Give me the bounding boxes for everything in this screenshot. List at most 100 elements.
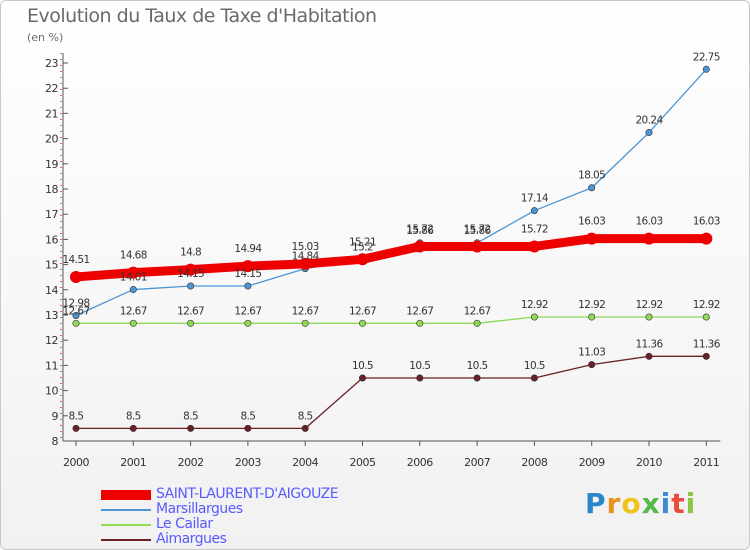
- series-le-cailar-point: [244, 319, 252, 327]
- y-tick-label: 11: [45, 359, 58, 372]
- series-aimargues-data-label: 8.5: [183, 410, 198, 422]
- series-marsillargues-data-label: 15.86: [406, 225, 434, 237]
- series-aimargues-point: [129, 424, 137, 432]
- legend-label: SAINT-LAURENT-D'AIGOUZE: [156, 486, 339, 502]
- series-saint-laurent-point: [700, 232, 713, 245]
- brand-letter: i: [685, 487, 697, 520]
- y-tick-label: 8: [52, 435, 59, 448]
- chart-title: Evolution du Taux de Taxe d'Habitation: [27, 5, 377, 27]
- series-le-cailar-data-label: 12.67: [177, 305, 204, 317]
- series-saint-laurent-point: [471, 240, 484, 253]
- series-saint-laurent-data-label: 16.03: [578, 216, 605, 228]
- series-marsillargues-point: [530, 207, 538, 215]
- series-le-cailar-line: [75, 316, 707, 324]
- series-aimargues-point: [416, 374, 424, 382]
- series-le-cailar-point: [416, 319, 424, 327]
- x-tick-label: 2010: [636, 456, 662, 469]
- y-tick-label: 13: [45, 309, 58, 322]
- series-le-cailar-point: [72, 319, 80, 327]
- series-saint-laurent-data-label: 15.03: [292, 241, 319, 253]
- series-saint-laurent-point: [241, 260, 254, 273]
- x-tick-label: 2002: [178, 456, 204, 469]
- brand-letter: P: [585, 487, 607, 520]
- brand-letter: t: [671, 487, 686, 520]
- series-saint-laurent-point: [356, 253, 369, 266]
- series-le-cailar-data-label: 12.92: [521, 299, 548, 311]
- series-marsillargues-data-label: 20.24: [635, 115, 663, 127]
- y-tick-label: 14: [45, 284, 58, 297]
- series-saint-laurent-point: [528, 240, 541, 253]
- x-tick-label: 2008: [521, 456, 547, 469]
- series-le-cailar-data-label: 12.67: [464, 305, 491, 317]
- series-marsillargues-data-label: 14.84: [292, 251, 320, 263]
- y-tick-label: 17: [45, 208, 58, 221]
- x-tick-label: 2006: [407, 456, 433, 469]
- legend-label: Le Cailar: [156, 516, 213, 532]
- series-aimargues-point: [358, 374, 366, 382]
- y-tick-label: 10: [45, 385, 58, 398]
- y-tick-label: 20: [45, 133, 58, 146]
- series-marsillargues-point: [72, 312, 80, 320]
- series-aimargues-point: [72, 424, 80, 432]
- series-le-cailar-point: [187, 319, 195, 327]
- series-saint-laurent-data-label: 16.03: [635, 216, 662, 228]
- legend-swatch: [101, 539, 151, 541]
- y-tick-label: 21: [45, 107, 58, 120]
- series-saint-laurent-point: [127, 266, 140, 279]
- series-aimargues-data-label: 11.36: [693, 338, 721, 350]
- series-saint-laurent-data-label: 16.03: [693, 216, 720, 228]
- series-marsillargues-point: [244, 282, 252, 290]
- x-tick-label: 2001: [120, 456, 146, 469]
- series-saint-laurent-point: [413, 240, 426, 253]
- brand-letter: x: [641, 487, 661, 520]
- series-le-cailar-point: [129, 319, 137, 327]
- series-aimargues-data-label: 11.36: [635, 338, 663, 350]
- series-marsillargues-point: [187, 282, 195, 290]
- series-le-cailar-data-label: 12.92: [693, 299, 720, 311]
- series-aimargues-data-label: 10.5: [352, 360, 373, 372]
- series-aimargues-data-label: 10.5: [524, 360, 545, 372]
- series-saint-laurent-data-label: 14.94: [234, 243, 262, 255]
- series-marsillargues-data-label: 14.01: [120, 272, 147, 284]
- series-le-cailar-point: [702, 313, 710, 321]
- series-marsillargues-data-label: 14.15: [234, 268, 261, 280]
- series-aimargues-data-label: 11.03: [578, 347, 605, 359]
- brand-letter: i: [660, 487, 672, 520]
- series-saint-laurent-line: [71, 234, 711, 282]
- legend-label: Aimargues: [156, 531, 227, 547]
- y-tick-label: 9: [52, 410, 59, 423]
- series-saint-laurent-data-label: 14.8: [180, 247, 201, 259]
- series-le-cailar-data-label: 12.67: [406, 305, 433, 317]
- x-tick-label: 2003: [235, 456, 261, 469]
- y-tick-label: 18: [45, 183, 58, 196]
- series-aimargues-data-label: 10.5: [467, 360, 488, 372]
- series-le-cailar-data-label: 12.67: [292, 305, 319, 317]
- series-marsillargues-point: [702, 65, 710, 73]
- x-tick-label: 2011: [693, 456, 719, 469]
- series-le-cailar-data-label: 12.67: [120, 305, 147, 317]
- series-marsillargues-line: [75, 68, 707, 317]
- series-aimargues-data-label: 8.5: [298, 410, 313, 422]
- series-saint-laurent-point: [643, 232, 655, 245]
- brand-logo: Proxiti: [585, 487, 696, 520]
- series-saint-laurent-data-label: 15.72: [464, 223, 491, 235]
- series-le-cailar-point: [473, 319, 481, 327]
- chart-subtitle: (en %): [27, 31, 64, 44]
- series-aimargues-data-label: 8.5: [240, 410, 255, 422]
- series-saint-laurent-point: [299, 257, 312, 270]
- brand-letter: o: [621, 487, 642, 520]
- series-marsillargues-data-label: 15.86: [464, 225, 492, 237]
- series-le-cailar-point: [358, 319, 366, 327]
- y-tick-label: 15: [45, 259, 58, 272]
- x-tick-label: 2007: [464, 456, 490, 469]
- series-aimargues-point: [473, 374, 481, 382]
- y-tick-label: 23: [45, 57, 58, 70]
- series-aimargues-data-label: 10.5: [409, 360, 430, 372]
- series-saint-laurent-data-label: 15.72: [521, 223, 548, 235]
- series-le-cailar-point: [530, 313, 538, 321]
- series-marsillargues-point: [645, 129, 653, 137]
- series-marsillargues-data-label: 15.2: [352, 242, 373, 254]
- series-aimargues-point: [301, 424, 309, 432]
- y-tick-label: 16: [45, 233, 58, 246]
- series-saint-laurent-point: [70, 270, 82, 283]
